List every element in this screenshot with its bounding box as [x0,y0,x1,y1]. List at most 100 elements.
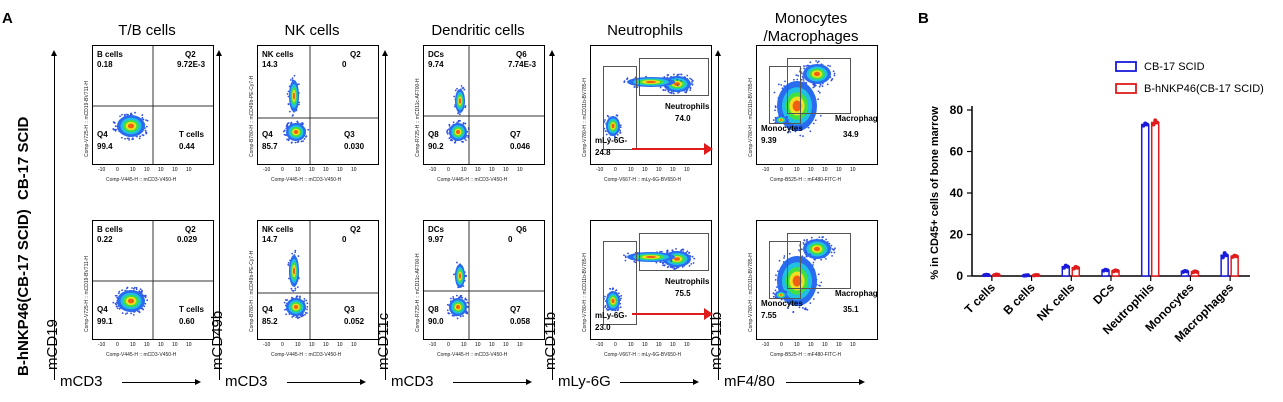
event-dot [288,277,290,280]
flow-plot: B cells 0.18 Q2 9.72E-3 Q4 99.4 T cells 0.44 [92,45,214,165]
x-tick-label: T cells [962,280,999,317]
x-tick-label: 10 [670,167,676,173]
x-tick-label: NK cells [1034,280,1078,324]
event-dot [145,125,148,128]
event-dot [620,294,623,297]
event-dot [144,129,147,132]
gate-value: 0.22 [97,235,113,244]
event-dot [128,139,131,141]
x-axis-title: Comp-V445-H :: mCD3-V450-H [271,177,342,183]
event-dot [130,312,133,315]
event-dot [298,316,301,319]
event-dot [457,119,460,122]
flow-plot-canvas [603,247,696,312]
y-axis-arrow-line [552,55,553,380]
event-dot [670,92,673,95]
event-dot [461,140,464,143]
event-dot [830,244,833,247]
event-dot [774,279,777,281]
data-point [996,272,1001,277]
panel-b-letter: B [918,10,929,27]
x-tick-label: 10 [822,342,828,348]
event-dot [297,83,300,86]
neutrophil-gate [639,58,709,96]
gate-value: 74.0 [675,114,691,123]
event-dot [138,310,141,313]
gate-value: 0.030 [344,142,365,151]
event-dot [814,258,816,261]
event-dot [800,78,803,81]
x-tick-label: 10 [158,342,164,348]
event-dot [690,78,693,81]
red-arrow-line [632,313,706,315]
x-tick-label: 10 [836,167,842,173]
event-dot [291,316,294,318]
event-dot [146,299,149,302]
event-dot [465,298,468,301]
event-dot [446,309,449,312]
y-tick-label: 20 [950,228,964,242]
x-tick-label: 10 [808,342,814,348]
event-dot [305,299,308,302]
event-dot [800,72,803,75]
event-dot [118,307,121,310]
density-contour [127,123,135,129]
event-dot [141,114,144,116]
event-dot [690,262,693,265]
density-contour [792,100,802,112]
column-title: Neutrophils [607,22,683,39]
event-dot [805,65,807,67]
event-dot [299,296,301,299]
x-tick-label: 10 [850,342,856,348]
event-dot [452,314,455,317]
event-dot [613,136,616,139]
event-dot [452,296,455,298]
y-tick-label: 0 [956,269,963,283]
event-dot [801,306,804,309]
y-axis-title: Comp-B780-H :: mCD49b-PE-Cy7-H [249,250,255,332]
gate-value: 14.3 [262,60,278,69]
x-tick-label: -10 [263,342,271,348]
x-tick-label: B cells [1000,280,1037,317]
gate-value: 0 [342,235,347,244]
event-dot [822,236,825,238]
event-dot [297,103,300,106]
event-dot [667,90,670,92]
event-dot [284,308,286,311]
event-dot [831,254,834,257]
data-point [1115,268,1120,273]
event-dot [116,307,119,310]
event-dot [688,264,691,267]
event-dot [772,119,775,121]
gate-value: 23.0 [595,323,611,332]
event-dot [809,302,812,304]
event-dot [616,133,619,136]
event-dot [829,65,831,68]
x-marker-label: mLy-6G [558,373,611,390]
event-dot [774,106,777,109]
event-dot [815,60,818,62]
event-dot [659,250,661,253]
event-dot [448,123,451,126]
gate-name: B cells [97,50,123,59]
gate-name: Q4 [97,130,108,139]
event-dot [142,118,145,121]
legend-label: CB-17 SCID [1144,61,1205,73]
event-dot [662,89,665,91]
event-dot [455,294,458,297]
event-dot [667,74,670,76]
event-dot [300,140,303,143]
y-axis-arrow-line [385,55,386,380]
y-axis-title: Comp-V780-H :: mCD11b-BV785-H [748,253,754,332]
event-dot [619,132,621,134]
event-dot [689,89,692,92]
event-dot [135,288,138,291]
density-contour [292,267,296,275]
event-dot [812,122,815,125]
event-dot [144,296,147,299]
event-dot [461,87,464,89]
y-axis-arrow-line [54,55,55,380]
x-tick-label: DCs [1090,280,1117,307]
x-tick-label: 10 [158,167,164,173]
density-contour [292,92,296,100]
